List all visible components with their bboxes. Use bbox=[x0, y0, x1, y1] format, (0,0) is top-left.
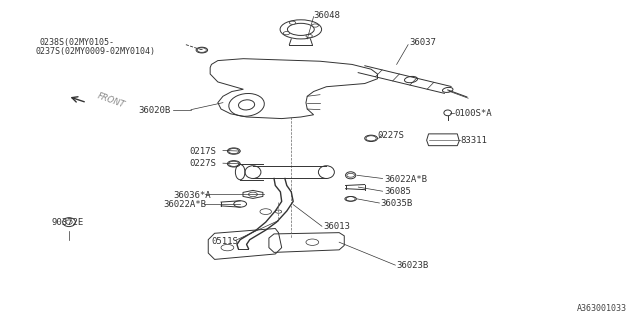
Text: 0100S*A: 0100S*A bbox=[454, 109, 492, 118]
Circle shape bbox=[306, 34, 312, 37]
Text: 36022A*B: 36022A*B bbox=[384, 175, 427, 184]
Circle shape bbox=[284, 32, 290, 35]
Text: 36048: 36048 bbox=[314, 11, 340, 20]
Text: 36013: 36013 bbox=[323, 222, 350, 231]
Text: 83311: 83311 bbox=[461, 136, 488, 145]
Circle shape bbox=[312, 24, 319, 27]
Text: 36085: 36085 bbox=[384, 188, 411, 196]
Text: 0227S: 0227S bbox=[189, 159, 216, 168]
Text: 90372E: 90372E bbox=[52, 218, 84, 227]
Text: 36022A*B: 36022A*B bbox=[164, 200, 207, 209]
Text: 0511S: 0511S bbox=[211, 237, 238, 246]
Text: 0227S: 0227S bbox=[378, 131, 404, 140]
Text: FRONT: FRONT bbox=[97, 92, 127, 110]
Text: 0217S: 0217S bbox=[189, 147, 216, 156]
Text: 36037: 36037 bbox=[410, 38, 436, 47]
Text: A363001033: A363001033 bbox=[577, 304, 627, 313]
Text: 0237S(02MY0009-02MY0104): 0237S(02MY0009-02MY0104) bbox=[36, 47, 156, 56]
Text: 0238S(02MY0105-: 0238S(02MY0105- bbox=[39, 38, 114, 47]
Text: 36036*A: 36036*A bbox=[173, 190, 211, 200]
Text: 36023B: 36023B bbox=[397, 261, 429, 270]
Text: 36035B: 36035B bbox=[381, 199, 413, 208]
Text: 36020B: 36020B bbox=[138, 106, 170, 115]
Circle shape bbox=[289, 21, 296, 24]
